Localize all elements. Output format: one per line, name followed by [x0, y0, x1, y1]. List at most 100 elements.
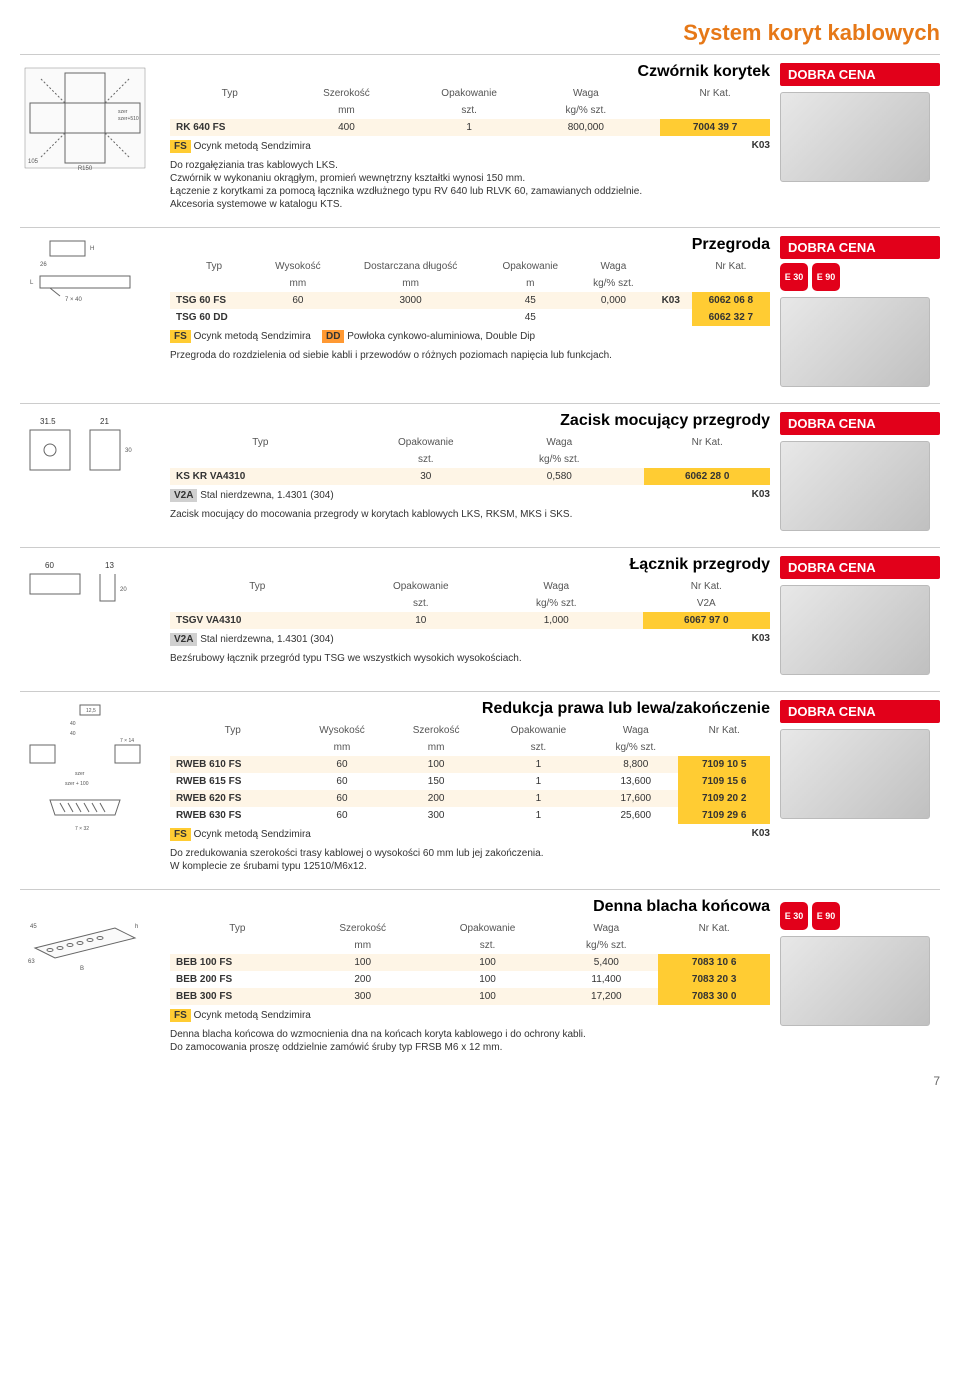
section-title: Redukcja prawa lub lewa/zakończenie — [482, 700, 770, 718]
col: Opakowanie — [421, 920, 555, 937]
unit: szt. — [403, 102, 534, 119]
cell: 11,400 — [554, 971, 658, 988]
cell: TSG 60 FS — [170, 292, 258, 309]
cell-nrkat: 7004 39 7 — [660, 119, 770, 136]
diagram-denna: 45 63 B h — [20, 898, 150, 978]
col-nrkat: Nr Kat. — [660, 85, 770, 102]
description: Przegroda do rozdzielenia od siebie kabl… — [170, 349, 770, 362]
cell: 6062 28 0 — [644, 468, 770, 485]
table-row: TSG 60 FS 60 3000 45 0,000 K03 6062 06 8 — [170, 292, 770, 309]
table-row: RWEB 630 FS 60 300 1 25,600 7109 29 6 — [170, 807, 770, 824]
cell: 25,600 — [593, 807, 678, 824]
col: Typ — [170, 258, 258, 275]
section-title: Łącznik przegrody — [630, 556, 770, 574]
unit: szt. — [421, 937, 555, 954]
cell: K03 — [650, 292, 692, 309]
diagram-czwornik: R150 105 szer szer+510 — [20, 63, 150, 173]
svg-text:szer: szer — [75, 771, 85, 777]
unit: kg/% szt. — [593, 739, 678, 756]
unit: V2A — [643, 595, 770, 612]
legend-fs: FS — [170, 828, 191, 841]
diagram-redukcja: 12,5 40 40 7 × 14 szer szer + 100 7 × 32 — [20, 700, 150, 840]
col-opak: Opakowanie — [403, 85, 534, 102]
unit: mm — [295, 739, 388, 756]
col: Typ — [170, 920, 305, 937]
legend-dd-text: Powłoka cynkowo-aluminiowa, Double Dip — [347, 331, 535, 342]
table-row: BEB 100 FS 100 100 5,400 7083 10 6 — [170, 954, 770, 971]
page-title: System koryt kablowych — [20, 20, 940, 46]
cell: RWEB 610 FS — [170, 756, 295, 773]
cell: 300 — [305, 988, 421, 1005]
k03: K03 — [752, 140, 770, 151]
cell: RWEB 630 FS — [170, 807, 295, 824]
cell: 60 — [295, 773, 388, 790]
legend-fs: FS — [170, 140, 191, 153]
col: Waga — [593, 722, 678, 739]
cell: 1 — [484, 773, 594, 790]
price-badge: DOBRA CENA — [780, 556, 940, 579]
unit: mm — [289, 102, 403, 119]
table-row: KS KR VA4310 30 0,580 6062 28 0 — [170, 468, 770, 485]
description: Do rozgałęziania tras kablowych LKS. Czw… — [170, 159, 770, 211]
section-zacisk: 31.5 21 30 Zacisk mocujący przegrody Typ… — [20, 403, 940, 531]
cell: 100 — [389, 756, 484, 773]
cell: 1 — [484, 807, 594, 824]
col: Opakowanie — [351, 434, 501, 451]
section-title: Czwórnik korytek — [638, 63, 770, 81]
col: Wysokość — [258, 258, 338, 275]
cell: 100 — [421, 971, 555, 988]
col: Szerokość — [305, 920, 421, 937]
unit: m — [483, 275, 577, 292]
svg-text:13: 13 — [105, 561, 114, 570]
unit: mm — [389, 739, 484, 756]
unit: kg/% szt. — [497, 595, 616, 612]
unit: kg/% szt. — [577, 275, 650, 292]
table-row: RWEB 615 FS 60 150 1 13,600 7109 15 6 — [170, 773, 770, 790]
section-czwornik: R150 105 szer szer+510 Czwórnik korytek … — [20, 54, 940, 211]
col: Typ — [170, 722, 295, 739]
col: Opakowanie — [345, 578, 497, 595]
col: Dostarczana długość — [338, 258, 484, 275]
legend: FS Ocynk metodą Sendzimira K03 — [170, 828, 770, 841]
svg-text:7 × 14: 7 × 14 — [120, 738, 134, 744]
cell: 7083 30 0 — [658, 988, 770, 1005]
svg-text:63: 63 — [28, 959, 35, 965]
fire-badge-e90: E 90 — [812, 902, 840, 930]
svg-text:7 × 32: 7 × 32 — [75, 826, 89, 832]
cell: 60 — [295, 790, 388, 807]
legend-dd: DD — [322, 330, 344, 343]
svg-text:R150: R150 — [78, 166, 93, 172]
svg-text:31.5: 31.5 — [40, 417, 56, 426]
col: Nr Kat. — [658, 920, 770, 937]
legend: V2A Stal nierdzewna, 1.4301 (304) K03 — [170, 633, 770, 646]
description: Denna blacha końcowa do wzmocnienia dna … — [170, 1028, 770, 1054]
col: Wysokość — [295, 722, 388, 739]
col-waga: Waga — [535, 85, 637, 102]
table-row: BEB 300 FS 300 100 17,200 7083 30 0 — [170, 988, 770, 1005]
legend: FS Ocynk metodą Sendzimira K03 — [170, 140, 770, 153]
cell: 30 — [351, 468, 501, 485]
unit: kg/% szt. — [554, 937, 658, 954]
legend-fs: FS — [170, 1009, 191, 1022]
section-redukcja: 12,5 40 40 7 × 14 szer szer + 100 7 × 32… — [20, 691, 940, 873]
cell: BEB 300 FS — [170, 988, 305, 1005]
svg-text:szer + 100: szer + 100 — [65, 781, 89, 787]
col: Opakowanie — [483, 258, 577, 275]
legend-v2a-text: Stal nierdzewna, 1.4301 (304) — [200, 490, 333, 501]
cell: 6067 97 0 — [643, 612, 770, 629]
svg-text:L: L — [30, 280, 34, 286]
unit: mm — [305, 937, 421, 954]
cell: TSG 60 DD — [170, 309, 258, 326]
col: Typ — [170, 434, 351, 451]
cell: 7109 15 6 — [678, 773, 770, 790]
product-image — [780, 729, 930, 819]
cell: RWEB 615 FS — [170, 773, 295, 790]
legend: FS Ocynk metodą Sendzimira — [170, 1009, 770, 1022]
legend-fs-text: Ocynk metodą Sendzimira — [194, 141, 311, 152]
cell: 1 — [403, 119, 534, 136]
unit: szt. — [484, 739, 594, 756]
cell: 7109 10 5 — [678, 756, 770, 773]
cell: 10 — [345, 612, 497, 629]
cell: 3000 — [338, 292, 484, 309]
price-badge: DOBRA CENA — [780, 700, 940, 723]
